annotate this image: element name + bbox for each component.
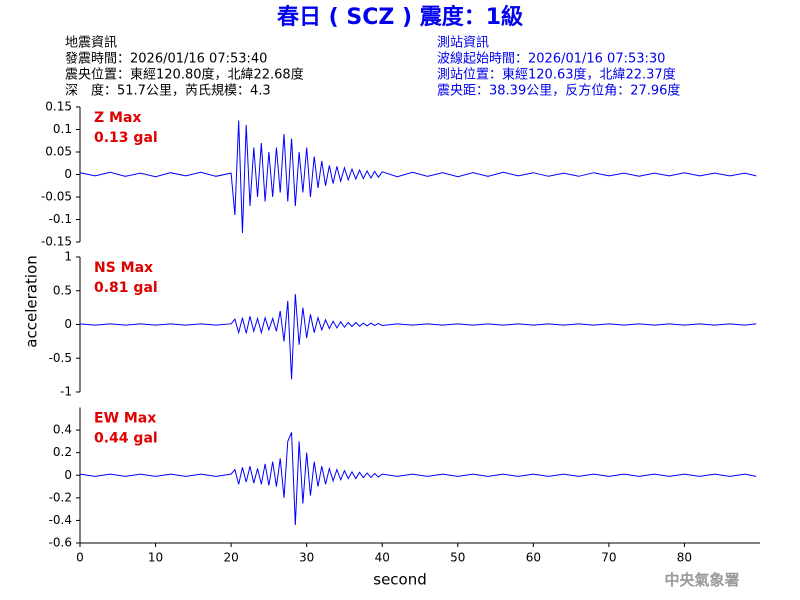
y-tick-label: -1 [60, 385, 72, 399]
y-tick-label: -0.1 [49, 212, 72, 226]
annotation: Z Max [94, 110, 141, 126]
x-tick-label: 10 [148, 551, 163, 565]
x-axis-label: second [373, 571, 427, 589]
event-info: 發震時間：2026/01/16 07:53:40 [65, 52, 267, 67]
x-tick-label: 20 [223, 551, 238, 565]
y-tick-label: 0.2 [53, 445, 72, 459]
x-tick-label: 60 [526, 551, 541, 565]
station-info: 測站資訊 [437, 36, 489, 51]
annotation: NS Max [94, 260, 153, 276]
y-tick-label: -0.05 [41, 190, 72, 204]
trace [79, 432, 757, 525]
y-tick-label: -0.2 [49, 490, 72, 504]
y-tick-label: -0.15 [41, 235, 72, 249]
y-tick-label: 0 [64, 167, 72, 181]
max-label: 0.44 gal [94, 431, 158, 447]
event-info: 震央位置：東經120.80度，北緯22.68度 [65, 67, 304, 83]
y-tick-label: 0 [64, 317, 72, 331]
station-info: 波線起始時間：2026/01/16 07:53:30 [437, 51, 665, 67]
x-tick-label: 30 [299, 551, 314, 565]
station-info: 測站位置：東經120.63度，北緯22.37度 [437, 67, 676, 83]
y-tick-label: 1 [64, 250, 72, 264]
y-tick-label: -0.5 [49, 351, 72, 365]
y-tick-label: 0 [64, 468, 72, 482]
y-tick-label: 0.05 [45, 145, 72, 159]
y-tick-label: 0.15 [45, 100, 72, 114]
trace [79, 120, 757, 234]
x-tick-label: 0 [76, 551, 84, 565]
x-tick-label: 80 [677, 551, 692, 565]
x-tick-label: 40 [375, 551, 390, 565]
x-tick-label: 50 [450, 551, 465, 565]
max-label: 0.13 gal [94, 130, 158, 146]
x-tick-label: 70 [601, 551, 616, 565]
y-tick-label: -0.6 [49, 536, 72, 550]
footer: 中央氣象署 [664, 571, 739, 589]
y-tick-label: 0.5 [53, 283, 72, 297]
y-tick-label: 0.1 [53, 122, 72, 136]
event-info: 地震資訊 [65, 36, 117, 51]
annotation: EW Max [94, 411, 156, 427]
y-axis-label: acceleration [23, 255, 41, 347]
y-tick-label: -0.4 [49, 513, 72, 527]
event-info: 深 度：51.7公里，芮氏規模：4.3 [65, 83, 271, 99]
max-label: 0.81 gal [94, 280, 158, 296]
y-tick-label: 0.4 [53, 423, 72, 437]
chart-title: 春日 ( SCZ ) 震度：1級 [277, 4, 523, 30]
station-info: 震央距：38.39公里，反方位角：27.96度 [437, 83, 680, 99]
trace [79, 294, 757, 380]
